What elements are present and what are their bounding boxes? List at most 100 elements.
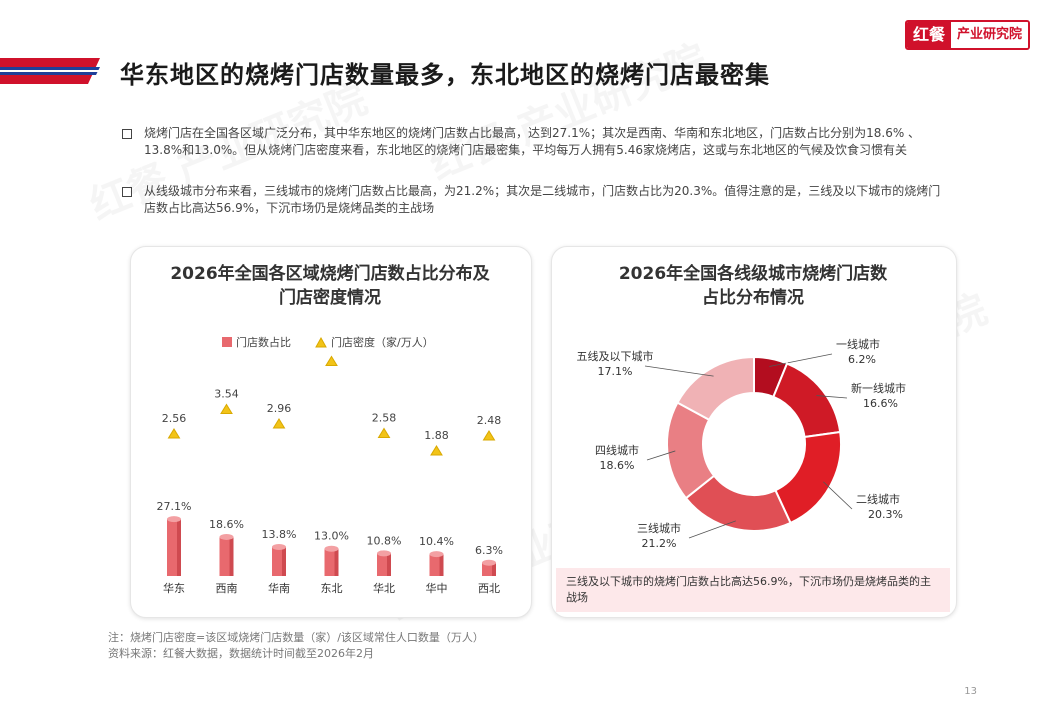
region-chart-title: 2026年全国各区域烧烤门店数占比分布及 门店密度情况 (130, 262, 530, 310)
leader-line (823, 481, 853, 510)
bullet-square-icon (122, 129, 132, 139)
city-tier-chart-panel (551, 246, 957, 618)
density-value-label: 5.46 (319, 350, 344, 353)
density-value-label: 3.54 (214, 388, 239, 401)
category-label: 华北 (373, 581, 395, 595)
city-tier-chart-title-line1: 2026年全国各线级城市烧烤门店数 (618, 264, 888, 284)
density-value-label: 2.96 (267, 402, 292, 415)
leader-line (644, 365, 714, 377)
category-label: 华中 (426, 581, 448, 595)
category-label: 东北 (321, 582, 343, 595)
bar-group: 10.8% (367, 534, 402, 576)
bar-value-label: 27.1% (157, 500, 192, 513)
density-marker (325, 355, 338, 366)
callout-box: 三线及以下城市的烧烤门店数占比高达56.9%，下沉市场仍是烧烤品类的主战场 (556, 568, 950, 612)
slice-value-label: 17.1% (598, 365, 633, 378)
density-marker (482, 430, 496, 441)
bar-group: 18.6% (209, 518, 244, 576)
legend-bar: 门店数占比 (222, 334, 291, 350)
category-label: 西北 (478, 582, 500, 595)
bar-value-label: 13.0% (314, 530, 349, 543)
bar-top (482, 559, 496, 566)
logo-mark: 红餐 (906, 22, 951, 48)
region-chart-title-line1: 2026年全国各区域烧烤门店数占比分布及 (170, 264, 490, 284)
bar-side (439, 554, 444, 576)
category-label: 华南 (268, 581, 290, 595)
header-stripe (0, 58, 100, 84)
bar-value-label: 10.4% (419, 535, 454, 548)
density-value-label: 2.58 (372, 412, 397, 425)
footnote-source: 资料来源：红餐大数据，数据统计时间截至2026年2月 (108, 647, 374, 660)
bar-side (334, 548, 339, 576)
slice-name-label: 一线城市 (836, 337, 880, 351)
bar-group: 27.1% (157, 500, 192, 576)
region-chart-title-line2: 门店密度情况 (279, 288, 381, 308)
bullet-item: 烧烤门店在全国各区域广泛分布，其中华东地区的烧烤门店数占比最高，达到27.1%；… (122, 125, 952, 159)
donut-slice (676, 355, 755, 422)
slice-value-label: 16.6% (863, 397, 898, 410)
legend-bar-label: 门店数占比 (236, 336, 291, 349)
bar-top (167, 516, 181, 523)
slice-value-label: 20.3% (868, 508, 903, 521)
bullet-square-icon (122, 187, 132, 197)
legend-marker-label: 门店密度（家/万人） (331, 336, 434, 349)
slice-name-label: 三线城市 (637, 521, 681, 535)
bar-group: 13.8% (262, 528, 297, 576)
leader-line (769, 353, 833, 367)
slice-name-label: 二线城市 (856, 492, 900, 506)
density-marker (377, 427, 391, 438)
triangle-icon (315, 336, 327, 347)
bar-top (219, 533, 234, 540)
bar-top (272, 544, 286, 551)
slice-name-label: 四线城市 (595, 443, 639, 457)
leader-line (646, 450, 676, 461)
bar-value-label: 10.8% (367, 534, 402, 547)
bar-top (429, 551, 444, 558)
bar-top (324, 545, 339, 552)
category-label: 华东 (163, 581, 185, 595)
slice-name-label: 五线及以下城市 (577, 349, 654, 363)
bullet-item: 从线级城市分布来看，三线城市的烧烤门店数占比最高，为21.2%；其次是二线城市，… (122, 183, 952, 217)
footnote-note: 注：烧烤门店密度=该区域烧烤门店数量（家）/该区域常住人口数量（万人） (108, 631, 484, 644)
slice-value-label: 21.2% (642, 537, 677, 550)
density-value-label: 1.88 (424, 429, 449, 442)
bar-group: 6.3% (475, 544, 503, 576)
slice-name-label: 新一线城市 (851, 381, 906, 395)
density-value-label: 2.48 (477, 414, 502, 427)
logo-text: 产业研究院 (950, 22, 1028, 48)
bar-side (387, 553, 391, 576)
density-marker (167, 428, 181, 439)
density-marker (272, 418, 286, 429)
bar-side (282, 547, 286, 576)
slice-value-label: 18.6% (600, 459, 635, 472)
bullet-text: 烧烤门店在全国各区域广泛分布，其中华东地区的烧烤门店数占比最高，达到27.1%；… (144, 126, 921, 157)
bar-side (177, 519, 181, 576)
city-tier-chart-title: 2026年全国各线级城市烧烤门店数 占比分布情况 (551, 262, 955, 310)
bar-group: 13.0% (314, 530, 349, 576)
density-value-label: 2.56 (162, 412, 187, 425)
donut-slice (772, 362, 842, 439)
city-tier-donut-chart: 一线城市 6.2% 新一线城市 16.6% 二线城市 20.3% 三线城市 21.2% 四线城市… (577, 337, 907, 550)
page-number: 13 (964, 686, 977, 697)
bullet-text: 从线级城市分布来看，三线城市的烧烤门店数占比最高，为21.2%；其次是二线城市，… (144, 184, 941, 215)
watermark: 红餐 产业研究院 (423, 36, 714, 190)
bar-group: 10.4% (419, 535, 454, 576)
density-marker (430, 445, 443, 456)
bar-side (492, 562, 496, 576)
leader-line (816, 395, 848, 399)
region-bar-chart: 27.1% 华东 2.56 18.6% 西南 3.54 13.8% 华南 2.96 13.0% 东北… (157, 350, 503, 595)
bar-value-label: 6.3% (475, 544, 503, 557)
city-tier-chart-title-line2: 占比分布情况 (702, 288, 804, 308)
leader-line (688, 520, 736, 539)
slice-value-label: 6.2% (848, 353, 876, 366)
category-label: 西南 (216, 582, 238, 595)
brand-logo: 红餐 产业研究院 (904, 20, 1030, 50)
legend-marker: 门店密度（家/万人） (315, 334, 434, 350)
page-title: 华东地区的烧烤门店数量最多，东北地区的烧烤门店最密集 (120, 61, 770, 89)
bar-side (229, 536, 234, 576)
legend-bar-swatch (222, 337, 232, 347)
density-marker (220, 403, 233, 414)
bar-top (377, 550, 391, 557)
bar-value-label: 13.8% (262, 528, 297, 541)
bar-value-label: 18.6% (209, 518, 244, 531)
